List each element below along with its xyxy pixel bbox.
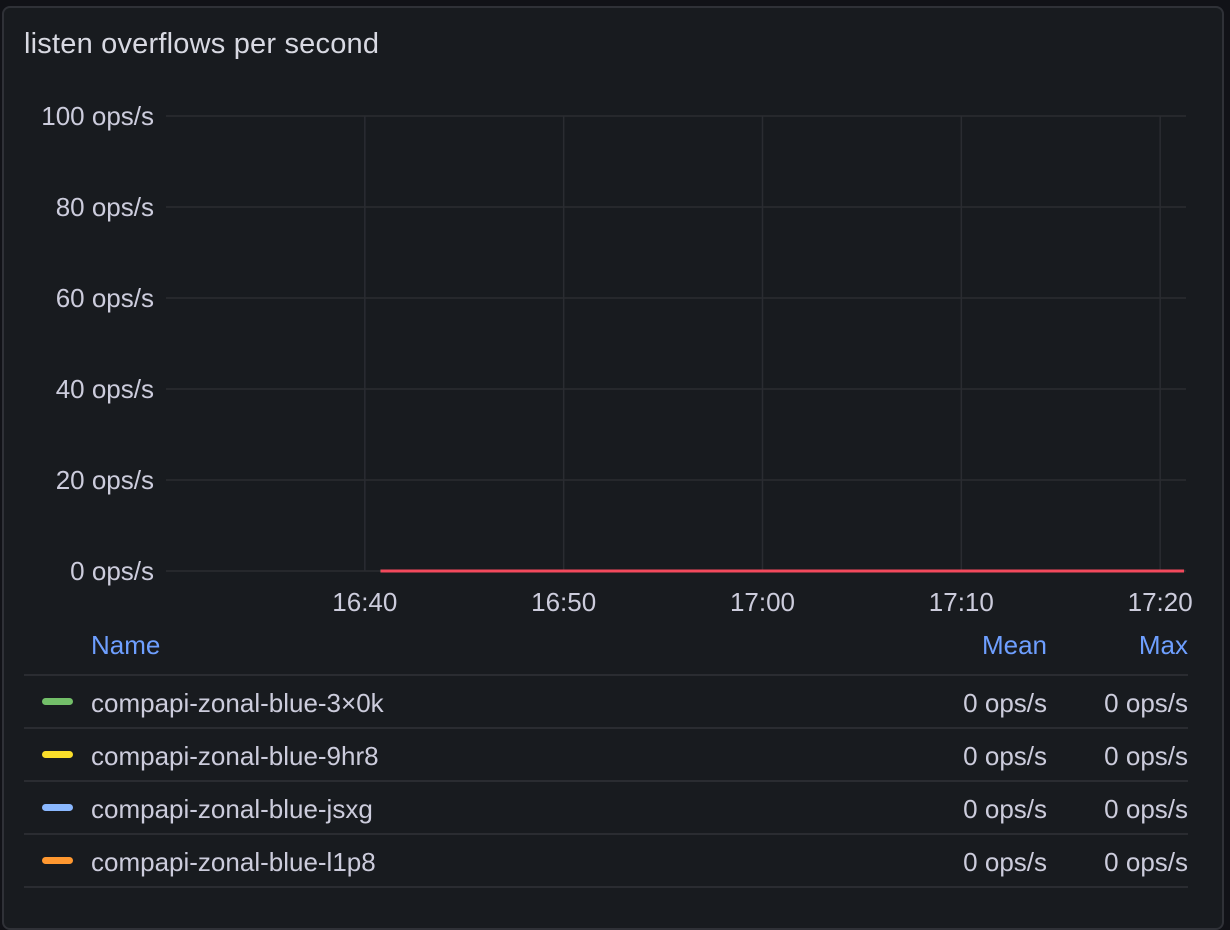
y-tick-label: 60 ops/s xyxy=(56,283,154,313)
legend-series-name[interactable]: compapi-zonal-blue-3×0k xyxy=(91,688,384,718)
legend-series-max: 0 ops/s xyxy=(1104,794,1188,824)
panel-title[interactable]: listen overflows per second xyxy=(24,28,380,60)
legend-series-max: 0 ops/s xyxy=(1104,741,1188,771)
legend-series-mean: 0 ops/s xyxy=(963,847,1047,877)
legend-series-name[interactable]: compapi-zonal-blue-l1p8 xyxy=(91,847,376,877)
x-tick-label: 16:40 xyxy=(332,587,397,617)
legend-row[interactable]: compapi-zonal-blue-jsxg 0 ops/s 0 ops/s xyxy=(24,782,1188,835)
legend-series-mean: 0 ops/s xyxy=(963,794,1047,824)
x-tick-label: 17:10 xyxy=(929,587,994,617)
y-tick-label: 100 ops/s xyxy=(41,101,154,131)
y-tick-label: 20 ops/s xyxy=(56,465,154,495)
x-tick-label: 17:00 xyxy=(730,587,795,617)
x-tick-label: 16:50 xyxy=(531,587,596,617)
legend-series-max: 0 ops/s xyxy=(1104,688,1188,718)
legend-header-max[interactable]: Max xyxy=(1138,630,1188,660)
y-tick-label: 80 ops/s xyxy=(56,192,154,222)
legend-series-mean: 0 ops/s xyxy=(963,741,1047,771)
series-color-swatch xyxy=(42,698,73,705)
time-series-chart[interactable]: 0 ops/s 20 ops/s 40 ops/s 60 ops/s 80 ops/s 1… xyxy=(4,8,1222,622)
legend-header: Name Mean Max xyxy=(24,622,1188,676)
legend-header-name[interactable]: Name xyxy=(91,630,161,660)
legend-header-mean[interactable]: Mean xyxy=(981,630,1047,660)
legend-series-mean: 0 ops/s xyxy=(963,688,1047,718)
legend-row[interactable]: compapi-zonal-blue-3×0k 0 ops/s 0 ops/s xyxy=(24,676,1188,729)
series-color-swatch xyxy=(42,751,73,758)
y-tick-label: 40 ops/s xyxy=(56,374,154,404)
legend-series-name[interactable]: compapi-zonal-blue-jsxg xyxy=(91,794,373,824)
legend-series-name[interactable]: compapi-zonal-blue-9hr8 xyxy=(91,741,379,771)
graph-panel: listen overflows per second 0 ops/s 20 op… xyxy=(2,6,1224,930)
series-color-swatch xyxy=(42,857,73,864)
legend-series-max: 0 ops/s xyxy=(1104,847,1188,877)
legend-row[interactable]: compapi-zonal-blue-9hr8 0 ops/s 0 ops/s xyxy=(24,729,1188,782)
legend-table: Name Mean Max compapi-zonal-blue-3×0k 0 … xyxy=(24,622,1188,888)
y-tick-label: 0 ops/s xyxy=(70,556,154,586)
x-tick-label: 17:20 xyxy=(1128,587,1193,617)
legend-row[interactable]: compapi-zonal-blue-l1p8 0 ops/s 0 ops/s xyxy=(24,835,1188,888)
series-color-swatch xyxy=(42,804,73,811)
